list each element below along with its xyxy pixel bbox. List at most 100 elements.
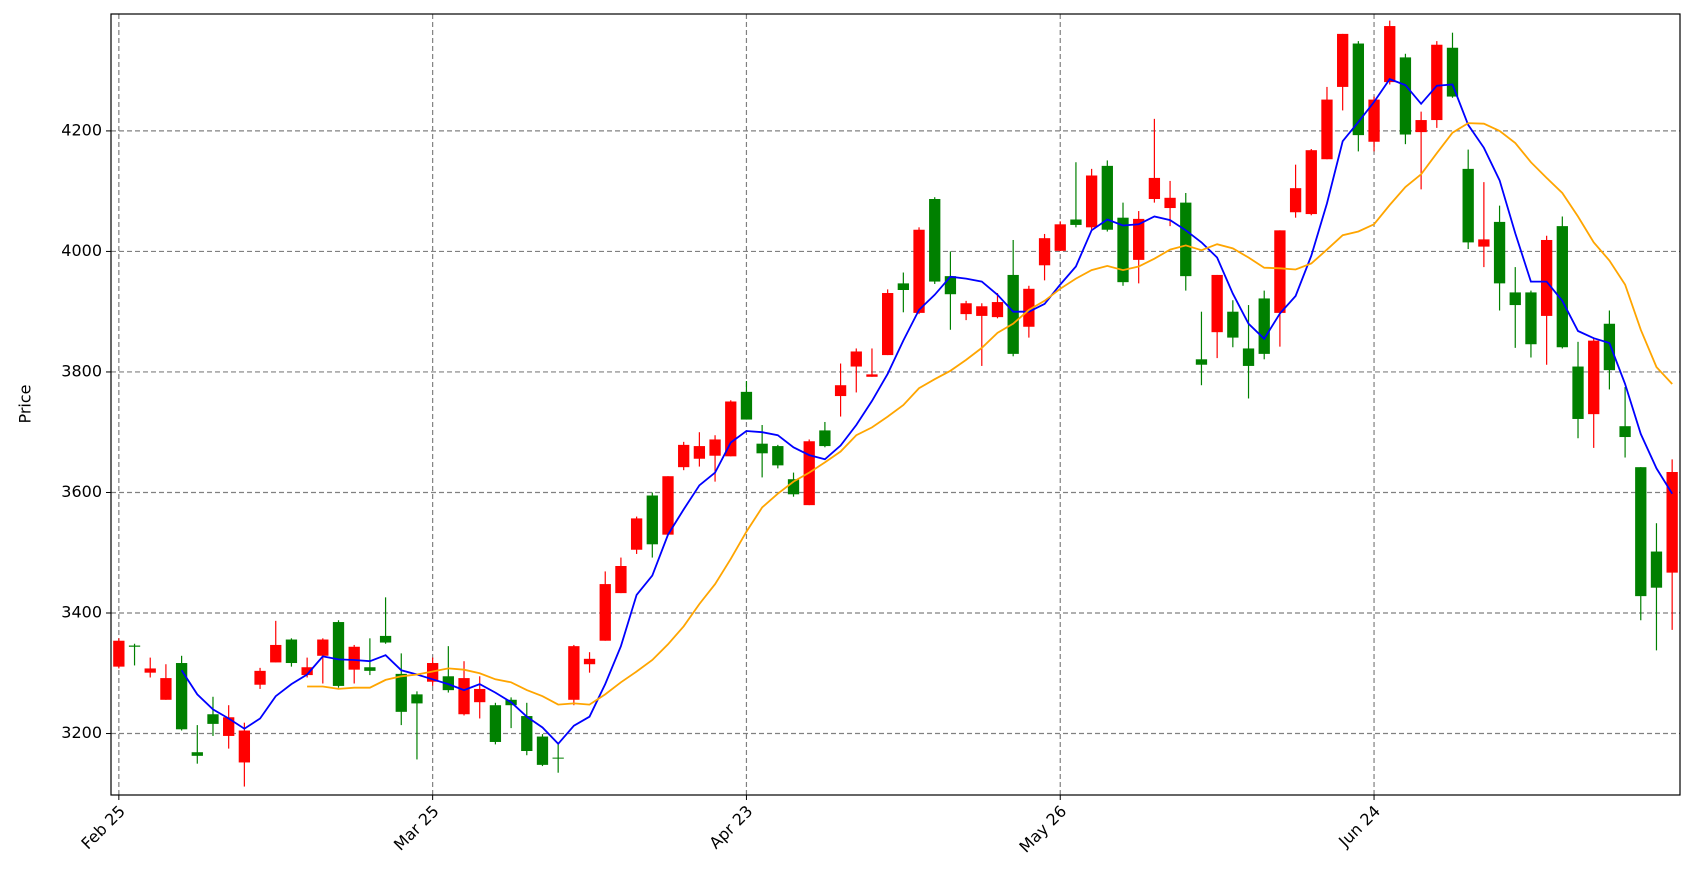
candle-body	[1227, 311, 1239, 338]
candle-body	[913, 229, 925, 313]
moving-average-line	[180, 78, 1673, 746]
candle-body	[1070, 219, 1082, 225]
candle-body	[1195, 359, 1208, 365]
candle-body	[787, 479, 800, 495]
candle-body	[1274, 230, 1286, 313]
candle-body	[960, 303, 972, 315]
candle-body	[678, 444, 690, 468]
candle-body	[740, 391, 753, 420]
candle-body	[254, 670, 266, 685]
candle-body	[1133, 218, 1145, 260]
candle-body	[1211, 274, 1223, 333]
candle-body	[348, 646, 360, 670]
candle-body	[1509, 292, 1521, 306]
candle-body	[1148, 177, 1161, 200]
candle-body	[1650, 551, 1663, 588]
candle-body	[207, 714, 219, 724]
candle-body	[332, 622, 345, 686]
candle-body	[1054, 224, 1066, 251]
candle-body	[364, 667, 376, 671]
plot-frame	[110, 13, 1681, 796]
candle-body	[1337, 33, 1349, 87]
candle-body	[1085, 175, 1098, 228]
candle-body	[175, 663, 188, 730]
y-tick-label: 3600	[61, 482, 102, 501]
candle-body	[521, 716, 533, 752]
candle-body	[411, 694, 423, 704]
candle-body	[1352, 43, 1365, 136]
candle-body	[929, 199, 941, 282]
moving-average-line	[307, 122, 1673, 706]
y-tick-label: 3200	[61, 723, 102, 742]
candle-body	[630, 518, 643, 550]
candle-body	[850, 351, 862, 367]
candle-body	[834, 385, 847, 397]
candle-body	[819, 430, 831, 447]
candle-body	[317, 639, 329, 656]
y-tick-label: 3400	[61, 603, 102, 622]
candle-body	[725, 401, 737, 457]
candle-body	[238, 730, 251, 763]
candle-body	[1289, 188, 1302, 213]
candle-body	[615, 566, 627, 594]
candle-body	[1258, 298, 1270, 354]
candle-body	[1368, 99, 1380, 142]
candle-body	[1619, 426, 1631, 438]
candle-body	[646, 495, 658, 545]
candle-body	[1525, 292, 1537, 345]
candle-body	[1399, 57, 1412, 135]
candle-body	[1603, 323, 1616, 371]
candle-body	[1666, 471, 1678, 573]
candle-body	[944, 276, 957, 295]
candle-body	[395, 673, 407, 712]
candle-body	[1384, 26, 1396, 83]
candle-body	[772, 446, 784, 466]
candle-body	[1635, 467, 1647, 597]
candle-body	[693, 446, 706, 459]
candle-body	[1038, 238, 1051, 266]
candle-body	[160, 678, 172, 700]
candle-body	[1305, 150, 1317, 215]
candle-body	[1180, 202, 1192, 277]
candle-body	[144, 668, 156, 673]
candle-body	[489, 705, 502, 742]
candle-body	[1446, 47, 1459, 97]
candle-body	[223, 717, 235, 736]
candle-body	[285, 639, 298, 664]
candle-body	[662, 476, 674, 535]
candle-body	[709, 439, 721, 456]
y-tick-label: 4200	[61, 120, 102, 139]
candle-body	[301, 667, 313, 676]
candle-body	[191, 752, 203, 756]
candle-body	[882, 293, 894, 356]
candle-body	[128, 645, 141, 647]
candle-body	[536, 736, 549, 765]
candle-body	[113, 640, 125, 667]
candle-body	[1415, 120, 1427, 133]
candle-body	[379, 635, 392, 643]
candle-body	[1164, 197, 1176, 209]
candle-body	[1540, 239, 1553, 316]
candle-body	[1242, 348, 1255, 366]
candle-body	[1493, 221, 1506, 284]
y-axis-label: Price	[16, 384, 35, 423]
candle-body	[1588, 340, 1600, 415]
candle-body	[1431, 44, 1443, 121]
candle-body	[458, 678, 470, 715]
candle-body	[897, 283, 909, 291]
candle-body	[1462, 168, 1474, 243]
y-tick-label: 4000	[61, 241, 102, 260]
candle-body	[1478, 239, 1490, 247]
candle-body	[1023, 288, 1035, 327]
candle-body	[1101, 165, 1113, 230]
y-tick-label: 3800	[61, 361, 102, 380]
candle-body	[1572, 366, 1584, 419]
candle-body	[1007, 274, 1019, 354]
candle-body	[1321, 99, 1333, 160]
candle-body	[866, 374, 878, 377]
candle-body	[1117, 217, 1129, 283]
candle-body	[1556, 226, 1568, 348]
candle-body	[568, 646, 580, 700]
